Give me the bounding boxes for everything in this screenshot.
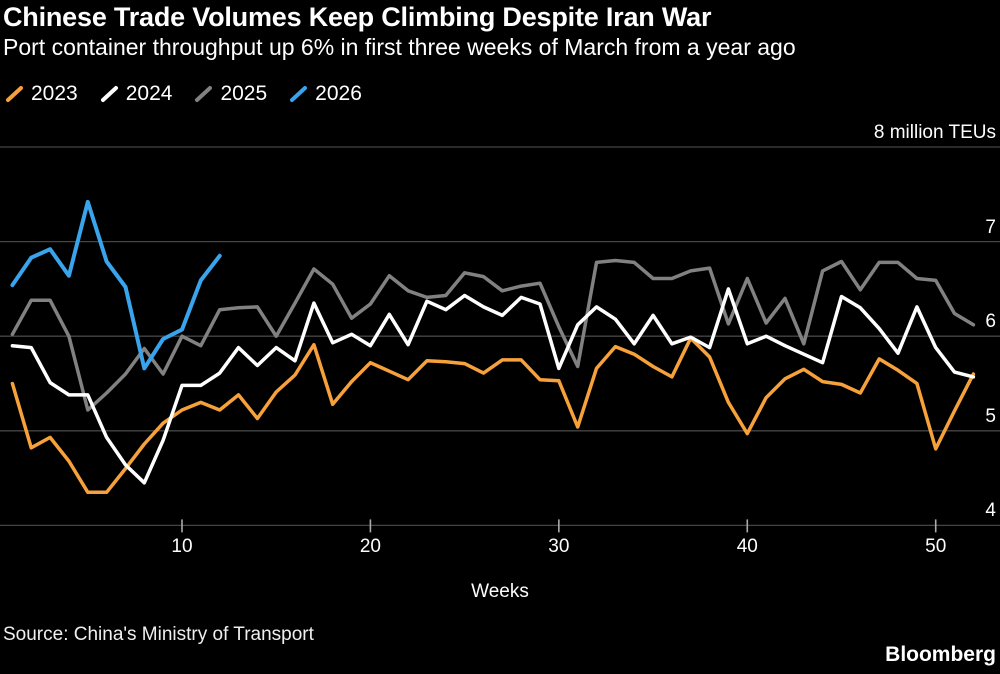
legend-label: 2025 [220, 82, 268, 105]
legend-label: 2024 [125, 82, 173, 105]
series-line-2025 [10, 258, 976, 412]
legend-item-2025: 2025 [194, 82, 267, 106]
y-tick-label-7: 7 [985, 216, 996, 238]
chart-title: Chinese Trade Volumes Keep Climbing Desp… [3, 2, 712, 32]
legend-swatch-icon [195, 86, 213, 102]
series-line-2023 [10, 336, 976, 495]
source-note: Source: China's Ministry of Transport [3, 624, 314, 645]
y-tick-label-5: 5 [985, 405, 996, 427]
legend-label: 2023 [31, 82, 78, 105]
chart-subtitle: Port container throughput up 6% in first… [3, 34, 796, 60]
legend-swatch-icon [100, 86, 118, 102]
legend-item-2026: 2026 [289, 82, 362, 106]
x-tick-label-30: 30 [548, 536, 570, 557]
legend-item-2024: 2024 [100, 82, 173, 106]
series-line-2024 [10, 287, 976, 485]
series-line-2026 [10, 199, 222, 371]
legend-item-2023: 2023 [5, 82, 78, 106]
y-tick-label-4: 4 [985, 500, 996, 522]
legend-swatch-icon [290, 86, 308, 102]
y-tick-label-6: 6 [985, 311, 996, 333]
legend: 2023 2024 2025 2026 [5, 82, 384, 106]
x-tick-label-20: 20 [359, 536, 381, 557]
y-tick-label-8: 8 million TEUs [873, 122, 996, 143]
x-axis-title: Weeks [471, 581, 529, 602]
x-tick-label-50: 50 [925, 536, 947, 557]
x-tick-label-10: 10 [171, 536, 193, 557]
legend-label: 2026 [315, 82, 362, 105]
x-tick-label-40: 40 [736, 536, 758, 557]
legend-swatch-icon [6, 86, 23, 102]
brand-logo: Bloomberg [885, 643, 996, 666]
